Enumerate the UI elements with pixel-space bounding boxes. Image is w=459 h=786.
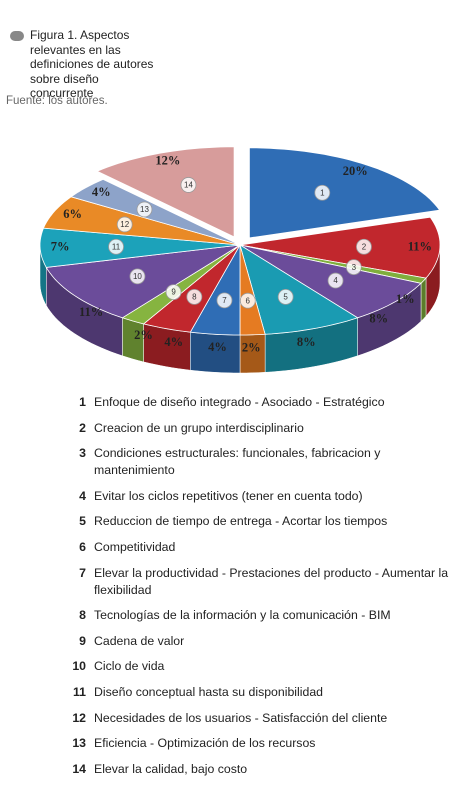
- slice: [70, 178, 241, 246]
- slice-number: 14: [184, 181, 193, 190]
- legend-number: 6: [79, 539, 86, 554]
- slice-number: 12: [120, 220, 129, 229]
- legend-item: 9 Cadena de valor: [60, 633, 450, 650]
- legend-number: 13: [72, 736, 86, 751]
- slice-number: 6: [246, 296, 251, 305]
- legend-label: Diseño conceptual hasta su disponibilida…: [94, 684, 324, 699]
- slice: [239, 244, 359, 335]
- legend-number: 11: [73, 684, 86, 699]
- legend-label: Tecnologías de la información y la comun…: [94, 608, 391, 623]
- legend-label: Ciclo de vida: [94, 659, 165, 674]
- data-label: 8%: [297, 335, 316, 349]
- slice-number: 10: [133, 272, 142, 281]
- legend-number: 14: [72, 761, 86, 776]
- data-label: 2%: [134, 328, 153, 342]
- legend-item: 7 Elevar la productividad - Prestaciones …: [60, 565, 450, 599]
- legend-item: 10 Ciclo de vida: [60, 658, 450, 675]
- slice-marker: [327, 272, 344, 289]
- data-label: 6%: [63, 207, 82, 221]
- legend-item: 12 Necesidades de los usuarios - Satisfac…: [60, 710, 450, 727]
- legend-item: 1 Enfoque de diseño integrado - Asociado …: [60, 394, 450, 411]
- slice-marker: [239, 292, 256, 309]
- legend-label: Condiciones estructurales: funcionales, …: [94, 446, 381, 478]
- data-label: 11%: [79, 305, 103, 319]
- slice-number: 13: [140, 205, 149, 214]
- data-label: 20%: [343, 164, 368, 178]
- legend-item: 4 Evitar los ciclos repetitivos (tener en…: [60, 488, 450, 505]
- legend-label: Necesidades de los usuarios - Satisfacci…: [94, 710, 388, 725]
- legend-number: 5: [79, 514, 86, 529]
- legend-number: 10: [72, 659, 86, 674]
- legend-item: 2 Creacion de un grupo interdisciplinario: [60, 420, 450, 437]
- legend-label: Evitar los ciclos repetitivos (tener en …: [94, 488, 363, 503]
- legend-label: Enfoque de diseño integrado - Asociado -…: [94, 395, 385, 409]
- slice-side: [420, 277, 427, 322]
- slice-number: 3: [352, 263, 357, 272]
- legend-item: 5 Reduccion de tiempo de entrega - Acorta…: [60, 513, 450, 530]
- slice-marker: [216, 292, 233, 309]
- legend-number: 1: [79, 395, 86, 409]
- legend-number: 2: [79, 420, 86, 435]
- slice-marker: [136, 201, 153, 218]
- slice-marker: [314, 184, 331, 201]
- legend-item: 8 Tecnologías de la información y la comu…: [60, 607, 450, 624]
- legend-label: Eficiencia - Optimización de los recurso…: [94, 736, 316, 751]
- slice-marker: [129, 268, 146, 285]
- data-label: 4%: [208, 340, 227, 354]
- legend-label: Elevar la productividad - Prestaciones d…: [94, 565, 449, 597]
- legend-item: 3 Condiciones estructurales: funcionales,…: [60, 445, 450, 479]
- data-label: 4%: [164, 335, 183, 349]
- legend-number: 3: [79, 446, 86, 461]
- legend: 1 Enfoque de diseño integrado - Asociado …: [60, 394, 450, 786]
- legend-number: 4: [79, 488, 86, 503]
- slice: [249, 147, 441, 239]
- legend-number: 12: [72, 710, 86, 725]
- slice-marker: [165, 284, 182, 301]
- data-label: 1%: [396, 292, 415, 306]
- slice-number: 11: [112, 242, 121, 251]
- slice-number: 7: [222, 296, 227, 305]
- slice-marker: [116, 216, 133, 233]
- slice-number: 1: [320, 188, 325, 197]
- slice-number: 4: [333, 276, 338, 285]
- data-label: 11%: [408, 239, 432, 253]
- legend-label: Reduccion de tiempo de entrega - Acortar…: [94, 514, 388, 529]
- slice-number: 8: [192, 292, 197, 301]
- slice: [142, 244, 241, 333]
- data-label: 7%: [51, 239, 70, 253]
- legend-number: 8: [79, 608, 86, 623]
- data-label: 8%: [369, 311, 388, 325]
- slice: [39, 227, 241, 268]
- slice-marker: [356, 238, 372, 255]
- slice: [96, 146, 235, 238]
- legend-label: Elevar la calidad, bajo costo: [94, 761, 248, 776]
- legend-number: 7: [79, 565, 86, 580]
- legend-label: Cadena de valor: [94, 633, 185, 648]
- data-label: 2%: [242, 341, 261, 355]
- chart: 1 20% 2 11% 3 1% 4 8% 5 8% 6 2% 7 4% 8 4% 9 2% 10 11% 11 7% 12…: [39, 146, 441, 374]
- legend-item: 11 Diseño conceptual hasta su disponibili…: [60, 684, 450, 701]
- slice: [239, 216, 441, 279]
- legend-item: 14 Elevar la calidad, bajo costo: [60, 761, 450, 778]
- legend-item: 13 Eficiencia - Optimización de los recur…: [60, 735, 450, 752]
- slice: [42, 196, 241, 246]
- legend-item: 6 Competitividad: [60, 539, 450, 556]
- slice-marker: [277, 288, 294, 305]
- slice-marker: [180, 177, 197, 193]
- slice-marker: [108, 238, 124, 255]
- slice-number: 2: [362, 242, 367, 251]
- legend-label: Competitividad: [94, 539, 176, 554]
- figure-icon: [10, 31, 24, 41]
- slice-marker: [186, 288, 203, 305]
- legend-label: Creacion de un grupo interdisciplinario: [94, 420, 304, 435]
- slice-number: 5: [283, 292, 288, 301]
- slice-number: 9: [171, 288, 176, 297]
- slice-marker: [345, 259, 362, 276]
- legend-number: 9: [79, 633, 86, 648]
- chart-title: Figura 1. Aspectos relevantes en las def…: [30, 28, 154, 100]
- data-label: 4%: [92, 185, 111, 199]
- source: Fuente: los autores.: [6, 95, 108, 107]
- data-label: 12%: [155, 153, 180, 167]
